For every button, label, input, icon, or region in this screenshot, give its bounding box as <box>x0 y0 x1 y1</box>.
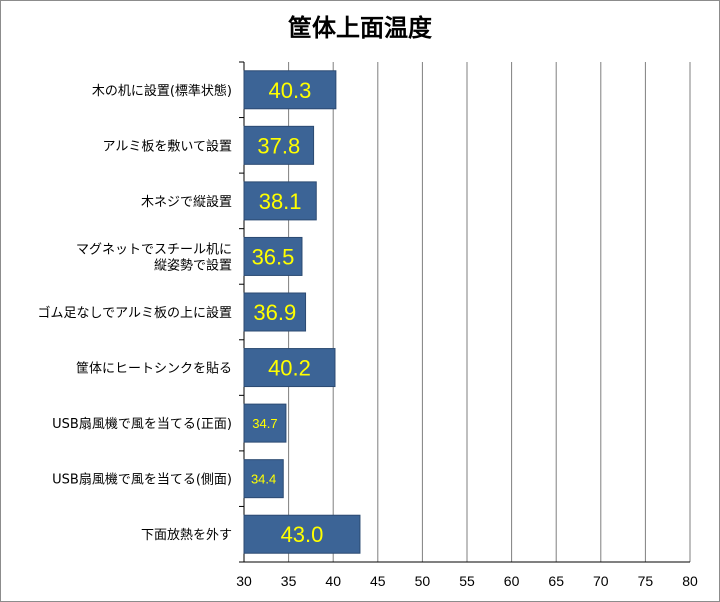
x-tick-label: 55 <box>459 573 475 589</box>
bar <box>243 459 284 499</box>
category-label: ゴム足なしでアルミ板の上に設置 <box>38 305 232 321</box>
data-label: 37.8 <box>257 133 300 158</box>
data-label: 34.7 <box>252 416 277 431</box>
bar <box>243 236 303 276</box>
category-label: 縦姿勢で設置 <box>154 257 232 273</box>
data-label: 36.5 <box>252 244 295 269</box>
data-label: 34.4 <box>251 472 276 487</box>
data-label: 43.0 <box>281 522 324 547</box>
x-tick-label: 60 <box>504 573 520 589</box>
chart-title: 筐体上面温度 <box>288 14 432 42</box>
category-label: アルミ板を敷いて設置 <box>103 138 232 154</box>
x-tick-label: 35 <box>281 573 297 589</box>
x-tick-label: 30 <box>236 573 252 589</box>
category-label: 木ネジで縦設置 <box>141 194 232 210</box>
data-label: 36.9 <box>253 300 296 325</box>
category-label: 筐体にヒートシンクを貼る <box>76 361 232 377</box>
data-label: 40.2 <box>268 356 311 381</box>
x-tick-label: 40 <box>325 573 341 589</box>
x-tick-label: 45 <box>370 573 386 589</box>
bar <box>243 403 287 443</box>
category-label: マグネットでスチール机に <box>76 242 232 257</box>
category-label: USB扇風機で風を当てる(側面) <box>52 472 232 488</box>
x-tick-label: 65 <box>548 573 564 589</box>
bar <box>243 348 336 388</box>
category-label: 下面放熱を外す <box>141 528 232 543</box>
data-label: 40.3 <box>269 78 312 103</box>
bar <box>243 292 307 332</box>
data-label: 38.1 <box>259 189 302 214</box>
bar <box>243 514 361 554</box>
bar <box>243 70 337 110</box>
x-tick-label: 75 <box>638 573 654 589</box>
category-label: 木の机に設置(標準状態) <box>92 83 232 99</box>
bar <box>243 181 317 221</box>
x-tick-label: 50 <box>415 573 431 589</box>
x-tick-label: 80 <box>682 573 698 589</box>
bar <box>243 125 315 165</box>
category-label: USB扇風機で風を当てる(正面) <box>52 416 232 432</box>
x-tick-label: 70 <box>593 573 609 589</box>
